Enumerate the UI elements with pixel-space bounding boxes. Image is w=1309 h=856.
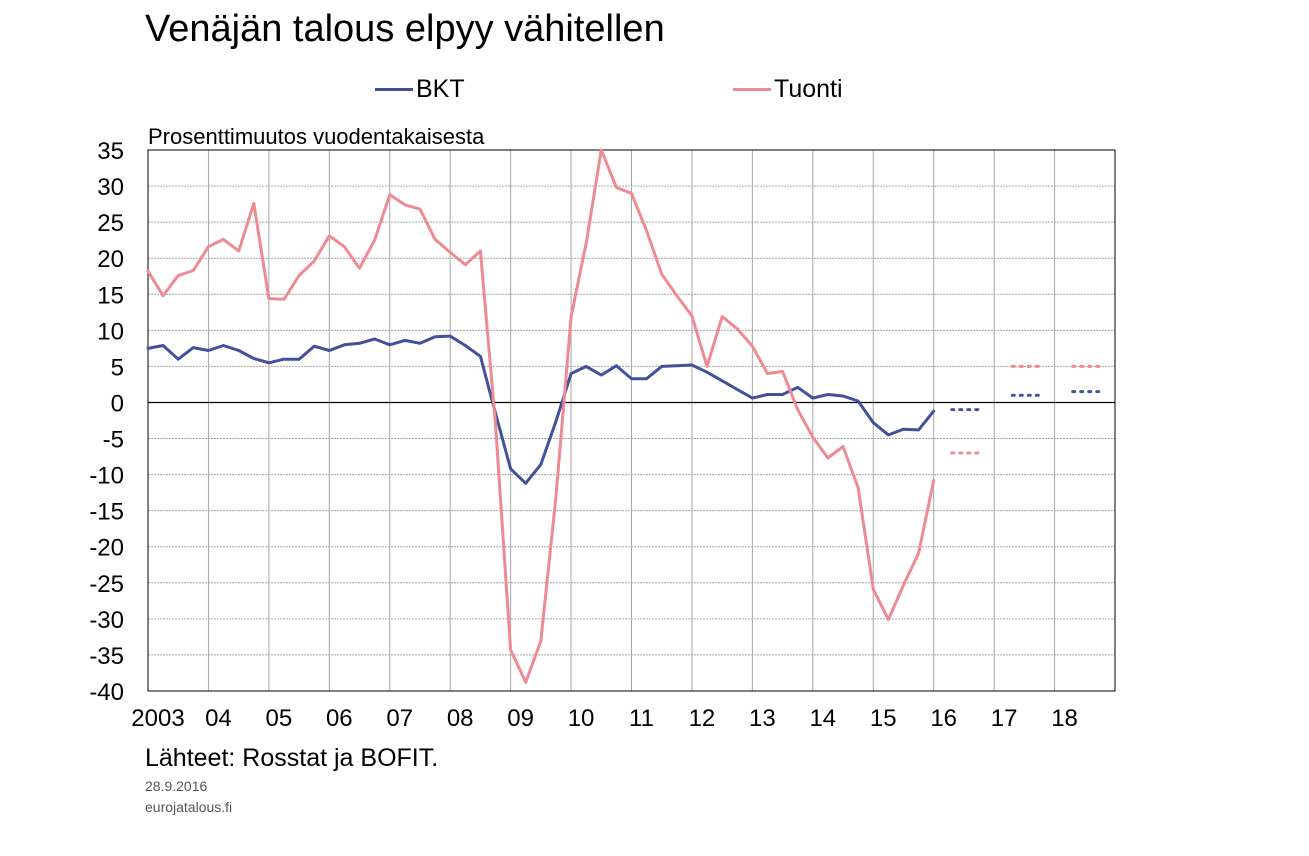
legend-label-bkt: BKT [416,74,465,103]
legend-swatch-bkt [375,87,413,91]
y-tick-label: -30 [89,607,124,634]
series-line-bkt [146,334,936,485]
y-tick-label: 25 [97,210,124,237]
y-tick-label: 15 [97,282,124,309]
y-tick-label: 35 [97,138,124,165]
y-tick-label: 10 [97,318,124,345]
x-tick-label: 12 [689,705,716,732]
y-tick-label: -20 [89,535,124,562]
series-line-tuonti [146,148,936,684]
x-tick-label: 09 [507,705,534,732]
date-note: 28.9.2016 [145,778,208,794]
source-note: Lähteet: Rosstat ja BOFIT. [145,744,439,772]
y-tick-label: -25 [89,571,124,598]
y-axis-label: Prosenttimuutos vuodentakaisesta [148,124,485,149]
y-tick-label: 30 [97,174,124,201]
site-note: eurojatalous.fi [145,799,233,815]
x-tick-label: 10 [568,705,595,732]
y-tick-label: 0 [111,390,124,417]
x-tick-label: 2003 [131,705,184,732]
y-tick-label: -5 [103,427,124,454]
x-tick-label: 07 [386,705,413,732]
y-tick-label: 20 [97,246,124,273]
y-tick-label: -10 [89,463,124,490]
x-tick-label: 05 [266,705,293,732]
y-tick-label: 5 [111,354,124,381]
x-tick-label: 14 [809,705,836,732]
plot-frame [147,149,1116,692]
x-tick-label: 11 [629,705,654,732]
x-tick-label: 15 [870,705,897,732]
x-tick-label: 04 [205,705,232,732]
legend-item-bkt: BKT [375,74,465,104]
x-tick-label: 13 [749,705,776,732]
x-tick-label: 06 [326,705,353,732]
y-tick-label: -35 [89,643,124,670]
y-tick-label: -15 [89,499,124,526]
legend-swatch-tuonti [733,87,771,91]
x-tick-label: 18 [1051,705,1078,732]
x-tick-label: 17 [991,705,1018,732]
legend-item-tuonti: Tuonti [733,74,843,104]
x-tick-label: 16 [930,705,957,732]
legend-label-tuonti: Tuonti [774,74,843,103]
chart-title: Venäjän talous elpyy vähitellen [145,8,665,50]
y-tick-label: -40 [89,679,124,706]
x-tick-label: 08 [447,705,474,732]
